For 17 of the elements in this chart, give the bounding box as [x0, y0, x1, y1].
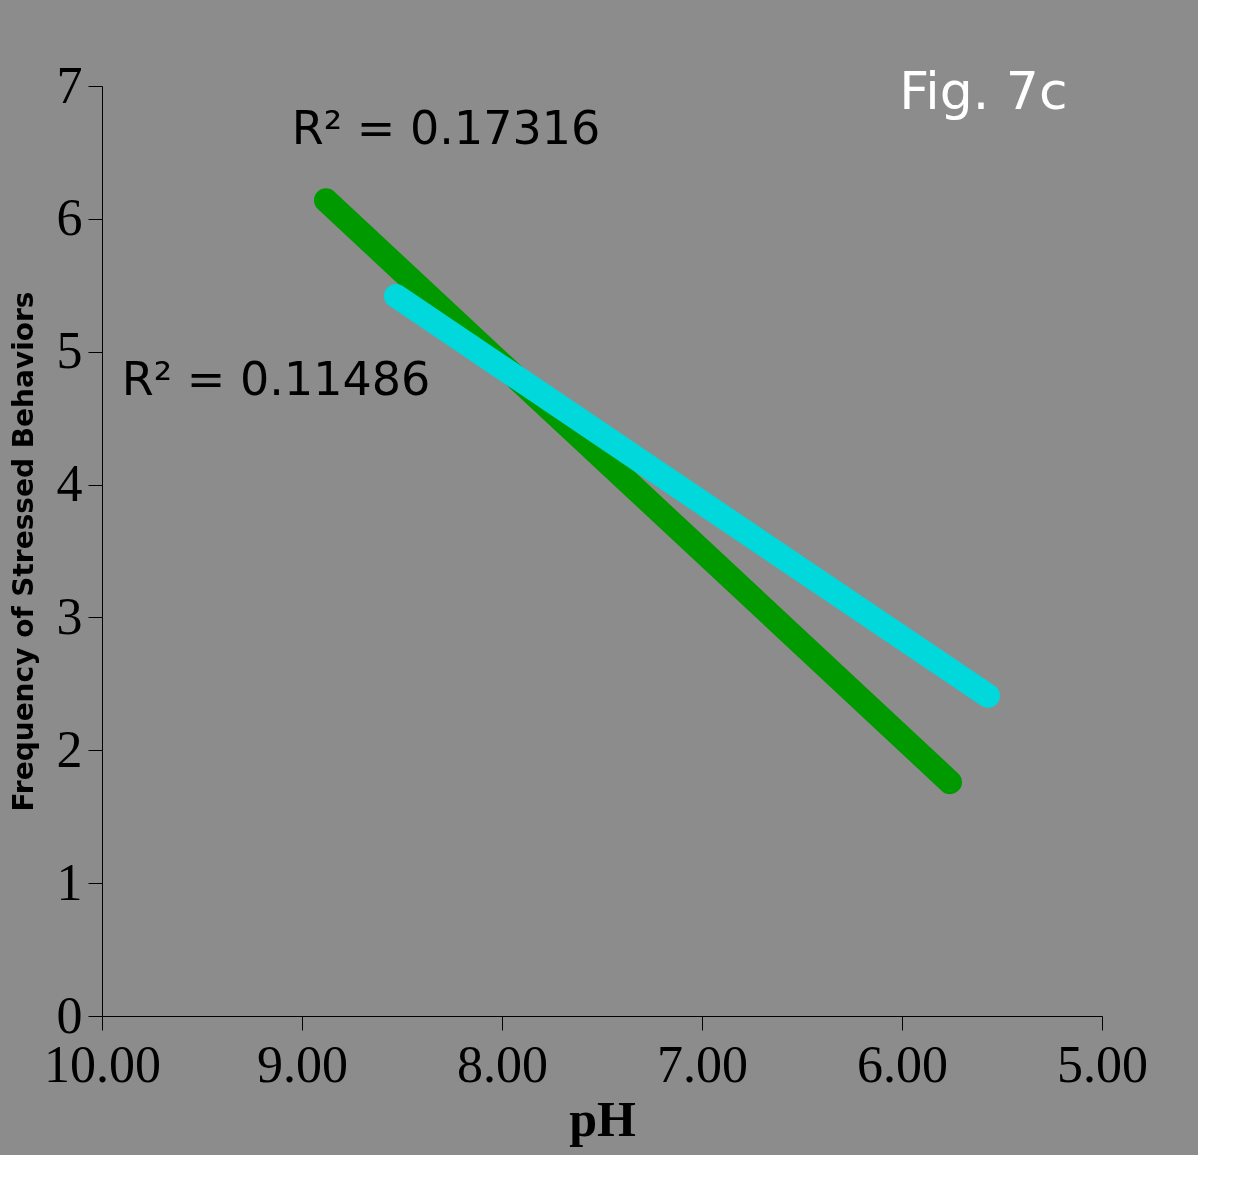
x-tick-label: 5.00	[1057, 1035, 1148, 1093]
y-tick-label: 1	[56, 853, 83, 911]
x-tick-label: 9.00	[257, 1035, 348, 1093]
y-tick-label: 5	[56, 322, 83, 380]
y-tick-label: 2	[56, 720, 83, 778]
y-tick-label: 4	[56, 455, 83, 513]
x-tick-label: 7.00	[657, 1035, 748, 1093]
annotation: R² = 0.11486	[121, 351, 431, 406]
y-tick-label: 3	[56, 587, 83, 645]
x-tick-label: 8.00	[457, 1035, 548, 1093]
y-axis-title: Frequency of Stressed Behaviors	[6, 291, 40, 812]
x-axis-title: pH	[569, 1090, 636, 1147]
x-tick-label: 6.00	[857, 1035, 948, 1093]
y-tick-label: 7	[56, 56, 83, 114]
chart-title: Fig. 7c	[899, 61, 1068, 121]
y-tick-label: 6	[56, 189, 83, 247]
annotation: R² = 0.17316	[291, 101, 601, 156]
